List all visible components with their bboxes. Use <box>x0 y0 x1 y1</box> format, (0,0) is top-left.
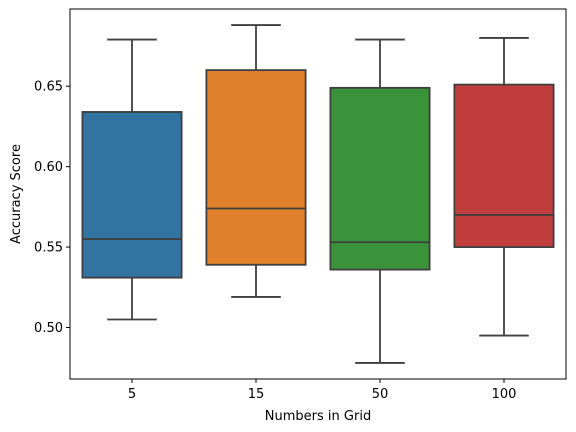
y-tick-label: 0.55 <box>34 241 63 256</box>
x-tick-label: 100 <box>492 387 517 402</box>
box-100 <box>453 37 555 337</box>
x-axis-label: Numbers in Grid <box>265 409 371 424</box>
y-tick-label: 0.65 <box>34 80 63 95</box>
y-axis-ticks: 0.50 0.55 0.60 0.65 <box>34 80 70 336</box>
x-tick-label: 50 <box>372 387 389 402</box>
plot-frame <box>69 8 567 380</box>
x-tick-label: 15 <box>248 387 265 402</box>
iqr-box-5 <box>81 111 183 279</box>
box-50 <box>329 38 431 364</box>
iqr-box-100 <box>453 83 555 248</box>
y-tick-label: 0.60 <box>34 160 63 175</box>
x-tick-label: 5 <box>128 387 136 402</box>
box-15 <box>205 24 307 298</box>
iqr-box-50 <box>329 86 431 271</box>
y-tick-label: 0.50 <box>34 321 63 336</box>
box-5 <box>81 38 183 321</box>
iqr-box-15 <box>205 69 307 266</box>
y-axis-label: Accuracy Score <box>9 144 24 244</box>
x-axis-ticks: 5 15 50 100 <box>128 379 517 402</box>
boxes-layer <box>81 24 555 364</box>
